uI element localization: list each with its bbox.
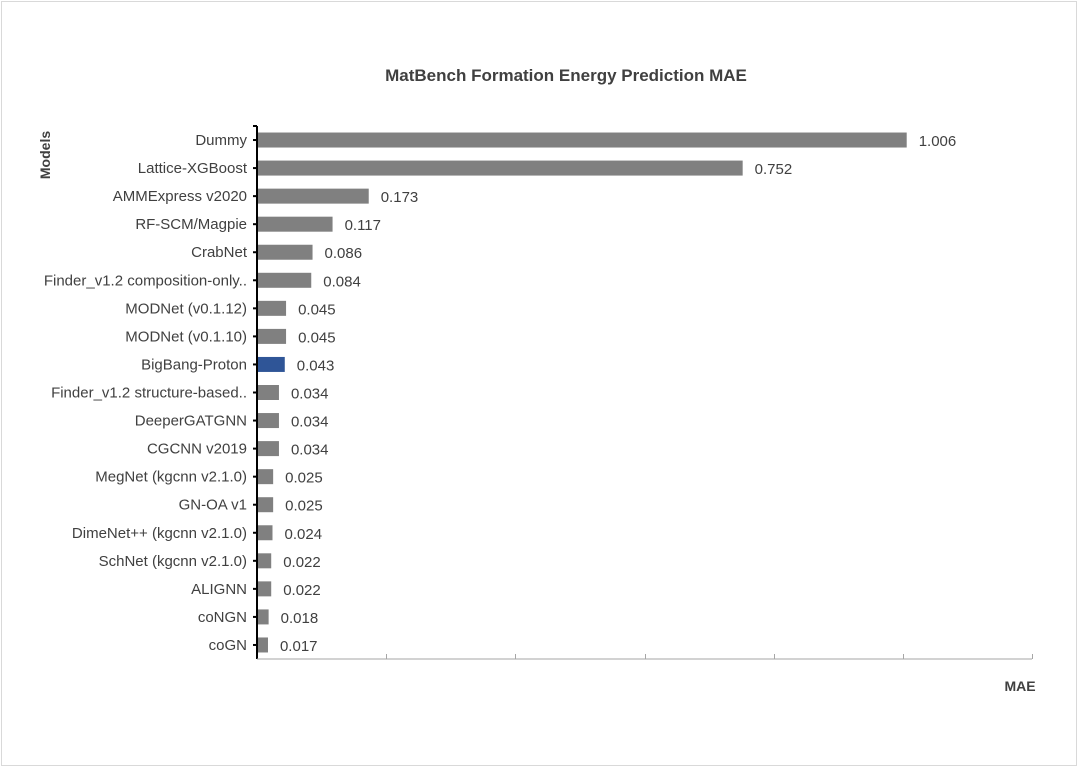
bar-12 xyxy=(257,469,274,485)
category-label: ALIGNN xyxy=(191,581,247,598)
category-label: CGCNN v2019 xyxy=(147,441,247,458)
bar-6 xyxy=(257,300,287,316)
category-label: Finder_v1.2 structure-based.. xyxy=(51,385,247,402)
value-label: 0.024 xyxy=(285,526,323,543)
bar-17 xyxy=(257,609,269,625)
value-label: 1.006 xyxy=(919,133,957,150)
y-axis-title: Models xyxy=(37,131,53,179)
category-label: Dummy xyxy=(195,132,247,149)
bar-0 xyxy=(257,132,907,148)
category-label: MODNet (v0.1.12) xyxy=(125,300,247,317)
bar-4 xyxy=(257,244,313,260)
bar-1 xyxy=(257,160,743,176)
bar-9 xyxy=(257,385,279,400)
value-label: 0.034 xyxy=(291,414,329,431)
category-label: MegNet (kgcnn v2.1.0) xyxy=(95,469,247,486)
value-label: 0.018 xyxy=(281,610,319,627)
value-label: 0.084 xyxy=(323,273,361,290)
bar-15 xyxy=(257,553,272,569)
value-label: 0.034 xyxy=(291,442,329,459)
bar-7 xyxy=(257,328,287,344)
bar-14 xyxy=(257,525,273,541)
value-label: 0.022 xyxy=(283,554,321,571)
category-label: coGN xyxy=(209,637,247,654)
category-label: Finder_v1.2 composition-only.. xyxy=(44,272,247,289)
bar-13 xyxy=(257,497,274,513)
bar-5 xyxy=(257,272,312,288)
value-label: 0.022 xyxy=(283,582,321,599)
bar-16 xyxy=(257,581,272,597)
chart-title: MatBench Formation Energy Prediction MAE xyxy=(385,66,747,85)
category-label: DeeperGATGNN xyxy=(135,413,247,430)
value-label: 0.034 xyxy=(291,386,329,403)
value-label: 0.173 xyxy=(381,189,419,206)
value-label: 0.752 xyxy=(755,161,793,178)
value-label: 0.045 xyxy=(298,329,336,346)
x-axis-title: MAE xyxy=(1004,678,1035,694)
category-label: SchNet (kgcnn v2.1.0) xyxy=(99,553,247,570)
value-label: 0.045 xyxy=(298,301,336,318)
category-label: Lattice-XGBoost xyxy=(138,160,248,177)
category-label: AMMExpress v2020 xyxy=(113,188,247,205)
category-label: coNGN xyxy=(198,609,247,626)
bar-3 xyxy=(257,216,333,232)
category-label: GN-OA v1 xyxy=(179,497,247,514)
value-label: 0.025 xyxy=(285,470,323,487)
value-label: 0.117 xyxy=(345,217,381,234)
value-label: 0.086 xyxy=(325,245,363,262)
category-label: BigBang-Proton xyxy=(141,356,247,373)
bar-8 xyxy=(257,356,285,372)
category-label: CrabNet xyxy=(191,244,248,261)
bar-11 xyxy=(257,441,279,457)
value-label: 0.025 xyxy=(285,498,323,515)
value-label: 0.043 xyxy=(297,357,335,374)
value-label: 0.017 xyxy=(280,638,318,655)
category-label: DimeNet++ (kgcnn v2.1.0) xyxy=(72,525,247,542)
category-label: MODNet (v0.1.10) xyxy=(125,328,247,345)
bar-10 xyxy=(257,413,279,429)
category-label: RF-SCM/Magpie xyxy=(135,216,247,233)
bar-2 xyxy=(257,188,369,204)
bar-18 xyxy=(257,637,268,653)
